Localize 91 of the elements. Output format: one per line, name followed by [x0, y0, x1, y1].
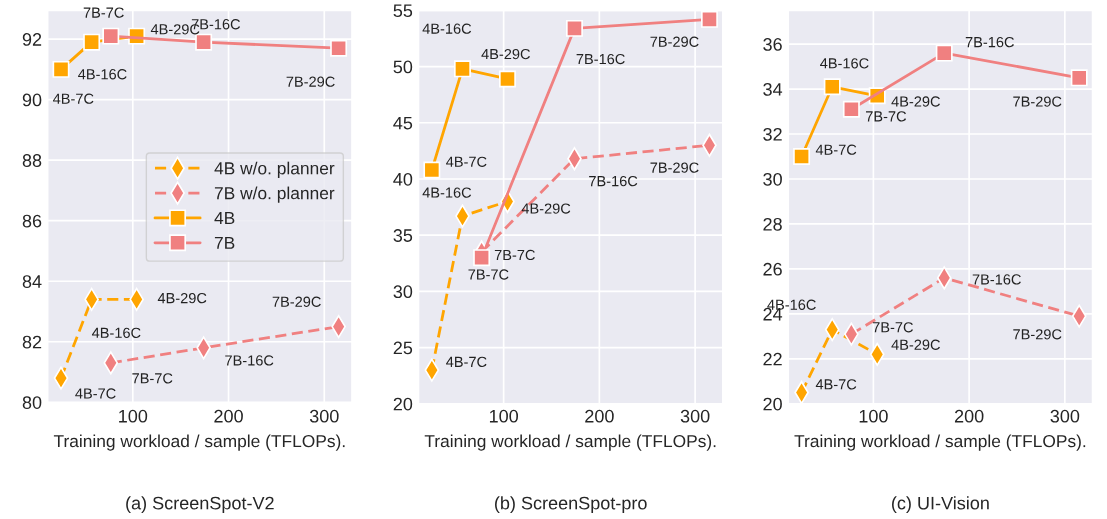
point — [499, 70, 516, 88]
text: (c) UI-Vision — [892, 496, 989, 514]
annotation: 7B-16C — [225, 355, 274, 366]
x-axis-title: Training workload / sample (TFLOPs). — [424, 434, 716, 451]
annotation: 7B-7C — [83, 7, 124, 18]
y-tick-label: 30 — [763, 172, 782, 186]
annotation: 4B-16C — [422, 23, 472, 34]
annotation: 7B-7C — [468, 269, 509, 280]
annotation: 4B-29C — [891, 96, 940, 107]
annotation: 4B-29C — [891, 339, 940, 350]
y-tick-label: 82 — [22, 335, 42, 349]
point — [473, 249, 491, 267]
annotation: 7B-29C — [650, 162, 699, 173]
y-tick-label: 26 — [763, 262, 782, 276]
point — [52, 60, 70, 78]
text: (a) ScreenSpot-V2 — [126, 496, 274, 514]
y-tick-label: 35 — [393, 229, 413, 242]
y-tick-label: 45 — [393, 116, 413, 130]
y-tick-label: 22 — [763, 352, 782, 366]
point — [195, 33, 213, 51]
annotation: 4B-7C — [815, 379, 857, 390]
y-tick-label: 20 — [763, 397, 782, 411]
x-tick-label: 100 — [489, 409, 518, 423]
y-tick-label: 80 — [22, 396, 42, 409]
legend-label: 4B w/o. planner — [214, 161, 335, 178]
point — [454, 60, 471, 78]
y-tick-label: 20 — [393, 397, 413, 411]
annotation: 4B-7C — [75, 388, 116, 399]
x-tick-label: 200 — [214, 409, 243, 423]
annotation: 7B-16C — [576, 53, 625, 65]
annotation: 7B-29C — [286, 76, 335, 87]
annotation: 7B-29C — [1013, 96, 1062, 107]
x-tick-label: 300 — [680, 409, 710, 423]
point — [935, 44, 953, 62]
legend-label: 7B w/o. planner — [214, 186, 335, 203]
annotation: 4B-7C — [53, 93, 94, 104]
y-tick-label: 55 — [393, 4, 413, 18]
annotation: 7B-16C — [965, 36, 1014, 48]
y-tick-label: 84 — [22, 275, 42, 288]
point — [700, 10, 718, 28]
y-tick-label: 86 — [22, 214, 42, 228]
point — [102, 27, 120, 45]
y-tick-label: 90 — [22, 93, 42, 107]
annotation: 7B-7C — [132, 373, 173, 384]
legend-label: 4B — [214, 212, 235, 224]
x-tick-label: 200 — [954, 409, 984, 423]
annotation: 4B-29C — [157, 292, 207, 304]
y-tick-label: 50 — [393, 60, 413, 74]
legend-label: 7B — [214, 236, 235, 249]
annotation: 7B-7C — [872, 322, 913, 333]
annotation: 7B-29C — [650, 36, 699, 47]
annotation: 7B-16C — [972, 274, 1021, 285]
point — [823, 78, 841, 96]
annotation: 7B-7C — [866, 111, 907, 122]
y-tick-label: 28 — [763, 217, 782, 231]
y-tick-label: 88 — [22, 154, 42, 167]
y-tick-label: 30 — [393, 285, 413, 299]
annotation: 4B-16C — [91, 327, 141, 339]
y-tick-label: 34 — [763, 82, 783, 96]
annotation: 7B-7C — [494, 249, 535, 261]
annotation: 4B-7C — [446, 356, 487, 368]
point — [423, 161, 441, 179]
y-tick-label: 25 — [393, 341, 413, 355]
x-tick-label: 300 — [1050, 409, 1080, 423]
annotation: 4B-16C — [820, 58, 869, 69]
x-tick-label: 300 — [309, 409, 339, 423]
annotation: 4B-7C — [446, 156, 487, 167]
x-axis-title: Training workload / sample (TFLOPs). — [53, 434, 345, 451]
point — [793, 148, 811, 165]
annotation: 7B-29C — [272, 296, 321, 307]
y-tick-label: 32 — [763, 127, 782, 141]
annotation: 4B-7C — [815, 144, 857, 155]
point — [330, 39, 348, 57]
point — [842, 100, 860, 118]
text: (b) ScreenSpot-pro — [495, 496, 647, 514]
x-tick-label: 100 — [859, 409, 888, 423]
annotation: 4B-16C — [78, 69, 127, 80]
y-tick-label: 92 — [22, 33, 42, 46]
annotation: 4B-16C — [422, 187, 472, 198]
x-tick-label: 100 — [119, 409, 148, 423]
x-axis-title: Training workload / sample (TFLOPs). — [794, 434, 1086, 451]
annotation: 7B-16C — [589, 175, 638, 187]
point — [83, 33, 101, 51]
annotation: 4B-29C — [521, 203, 571, 214]
x-tick-label: 200 — [585, 409, 614, 423]
y-tick-label: 40 — [393, 172, 413, 186]
point — [566, 19, 583, 37]
y-tick-label: 36 — [763, 38, 782, 51]
annotation: 7B-29C — [1013, 329, 1062, 340]
annotation: 4B-29C — [481, 48, 530, 60]
point — [1070, 69, 1088, 87]
